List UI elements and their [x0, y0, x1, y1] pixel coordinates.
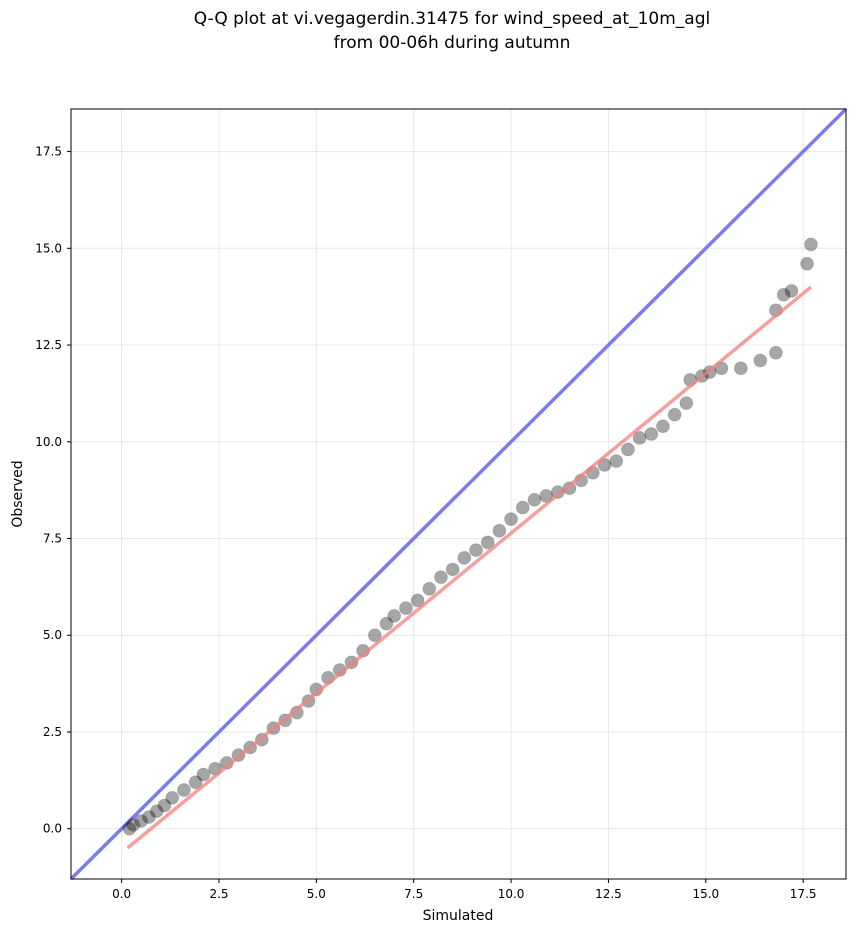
data-point [398, 601, 413, 616]
data-point [667, 407, 682, 422]
x-tick-label: 15.0 [692, 887, 719, 901]
y-tick-label: 7.5 [43, 531, 62, 545]
data-point [157, 798, 172, 813]
data-point [492, 523, 507, 538]
identity-line [69, 107, 848, 881]
y-tick-label: 2.5 [43, 725, 62, 739]
data-point [141, 810, 156, 825]
y-tick-label: 15.0 [35, 241, 62, 255]
data-point [410, 593, 425, 608]
data-point [445, 562, 460, 577]
grid-lines [71, 109, 846, 879]
data-point [620, 442, 635, 457]
data-point [134, 813, 149, 828]
data-point [784, 283, 799, 298]
data-point [632, 430, 647, 445]
data-point [733, 361, 748, 376]
data-point [433, 570, 448, 585]
data-point [379, 616, 394, 631]
chart-title-line-1: Q-Q plot at vi.vegagerdin.31475 for wind… [194, 9, 710, 29]
data-point [562, 481, 577, 496]
identity-line-layer [69, 107, 848, 881]
data-point [457, 550, 472, 565]
data-point [644, 427, 659, 442]
data-point [803, 237, 818, 252]
chart-title-line-2: from 00-06h during autumn [334, 33, 571, 53]
data-point [122, 821, 137, 836]
y-axis: 0.0 2.5 5.0 7.5 10.0 12.5 15.0 17.5 [35, 145, 71, 836]
plot-frame [70, 108, 847, 880]
data-point [422, 581, 437, 596]
y-tick-label: 10.0 [35, 435, 62, 449]
data-point [655, 419, 670, 434]
data-point [527, 492, 542, 507]
data-point [480, 535, 495, 550]
x-tick-label: 7.5 [404, 887, 423, 901]
y-axis-title: Observed [10, 460, 26, 527]
data-point [176, 783, 191, 798]
fit-line-layer [126, 285, 813, 850]
data-point [149, 804, 164, 819]
data-point [679, 396, 694, 411]
y-tick-label: 17.5 [35, 145, 62, 159]
data-point [800, 256, 815, 271]
points-layer [122, 237, 818, 836]
data-point [469, 543, 484, 558]
y-tick-label: 0.0 [43, 822, 62, 836]
y-tick-label: 5.0 [43, 628, 62, 642]
data-point [387, 608, 402, 623]
data-point [188, 775, 203, 790]
x-tick-label: 10.0 [498, 887, 525, 901]
data-point [165, 790, 180, 805]
data-point [753, 353, 768, 368]
data-point [776, 287, 791, 302]
data-point [367, 628, 382, 643]
fit-line [126, 285, 813, 850]
x-axis: 0.0 2.5 5.0 7.5 10.0 12.5 15.0 17.5 [112, 879, 817, 901]
data-point [768, 345, 783, 360]
data-point [126, 817, 141, 832]
x-tick-label: 2.5 [209, 887, 228, 901]
data-point [515, 500, 530, 515]
data-point [609, 454, 624, 469]
data-point [196, 767, 211, 782]
x-tick-label: 12.5 [595, 887, 622, 901]
x-tick-label: 17.5 [790, 887, 817, 901]
data-point [504, 512, 519, 527]
x-tick-label: 0.0 [112, 887, 131, 901]
x-tick-label: 5.0 [307, 887, 326, 901]
y-tick-label: 12.5 [35, 338, 62, 352]
x-axis-title: Simulated [423, 908, 494, 924]
